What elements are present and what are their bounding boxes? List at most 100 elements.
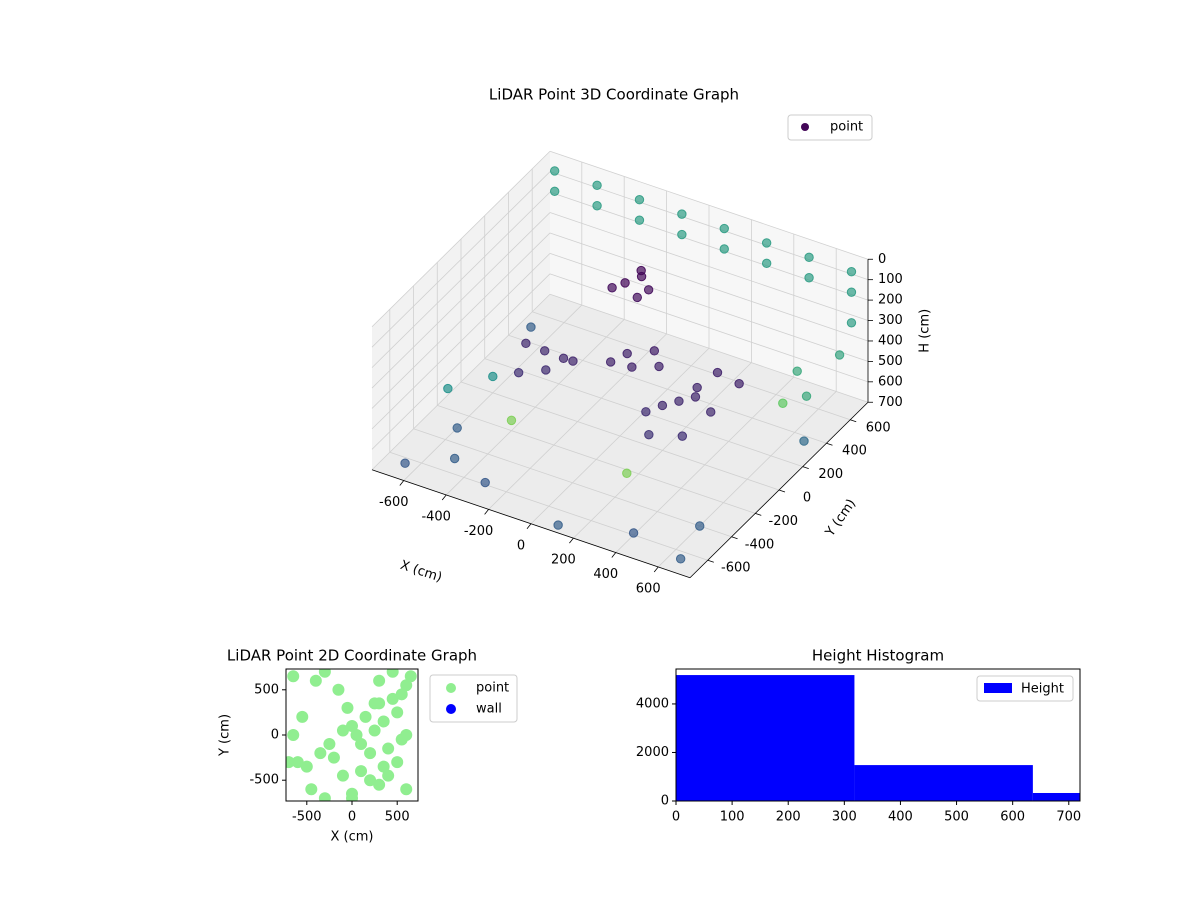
- grid-line: [508, 334, 827, 444]
- point: [632, 292, 642, 303]
- point: [834, 350, 845, 360]
- grid-line: [389, 451, 708, 561]
- point: [521, 338, 531, 349]
- point: [846, 267, 857, 277]
- point: [549, 186, 560, 197]
- grid-line: [371, 191, 551, 368]
- x-tick-label: -400: [421, 509, 451, 524]
- grid-line: [549, 293, 869, 403]
- legend-label: point: [830, 120, 863, 135]
- y-tick-label: 2000: [636, 745, 669, 760]
- point: [395, 688, 408, 701]
- x-tick-label: 0: [517, 538, 525, 553]
- point: [296, 710, 309, 723]
- point: [386, 669, 399, 678]
- point: [287, 670, 300, 683]
- point: [391, 706, 404, 719]
- x-tick-label: 0: [672, 810, 680, 825]
- grid-line: [549, 232, 869, 342]
- point: [641, 407, 651, 417]
- point: [309, 674, 322, 687]
- point: [400, 679, 413, 692]
- point: [443, 383, 453, 394]
- point: [404, 670, 417, 683]
- point: [382, 769, 395, 782]
- z-tick-label: 700: [878, 395, 903, 410]
- point: [355, 738, 368, 751]
- x-tick-label: 400: [888, 810, 913, 825]
- grid-line: [549, 253, 869, 362]
- grid-line: [371, 253, 551, 430]
- point: [620, 278, 630, 288]
- z-tick-label: 500: [878, 354, 903, 369]
- y-tick-label: 0: [271, 728, 279, 743]
- point: [804, 273, 814, 283]
- point: [761, 258, 772, 269]
- y-tick-label: 0: [661, 794, 669, 809]
- point: [719, 223, 729, 234]
- point: [649, 346, 660, 356]
- x-tick-label: 200: [776, 810, 801, 825]
- point: [695, 521, 705, 531]
- point: [592, 201, 602, 211]
- point: [336, 724, 349, 737]
- point: [719, 244, 729, 254]
- point: [677, 431, 688, 441]
- z-tick-label: 300: [878, 313, 903, 328]
- point: [350, 729, 363, 741]
- axes-3d: -600 -400 -200 0 200 400 600 -600 -400 -200 0 200 40…: [371, 150, 933, 596]
- legend-label: Height: [1021, 682, 1064, 697]
- point: [592, 180, 602, 191]
- x-tick-label: -200: [464, 524, 494, 539]
- chart-title: LiDAR Point 3D Coordinate Graph: [489, 86, 739, 104]
- grid-line: [549, 273, 869, 383]
- point: [318, 792, 331, 801]
- y-axis-label: Y (cm): [218, 714, 233, 757]
- grid-line: [371, 232, 551, 409]
- x-tick-label: -500: [292, 810, 322, 825]
- z-axis-label: H (cm): [918, 309, 933, 353]
- tick-mark: [850, 419, 857, 423]
- point: [761, 238, 772, 248]
- points: [286, 669, 417, 801]
- z-tick-label: 0: [878, 252, 886, 267]
- point: [355, 765, 368, 778]
- point: [400, 729, 413, 741]
- point: [605, 357, 616, 367]
- point: [690, 392, 701, 402]
- point: [327, 751, 340, 764]
- grid-line: [549, 171, 869, 281]
- tick-mark: [755, 513, 762, 516]
- grid-line: [413, 428, 732, 538]
- x-tick-label: 100: [720, 810, 745, 825]
- point: [341, 701, 354, 714]
- z-tick-label: 200: [878, 293, 903, 308]
- z-tick-label: 600: [878, 374, 903, 389]
- x-tick-label: 500: [944, 810, 969, 825]
- x-tick-label: 600: [636, 581, 661, 596]
- point: [305, 783, 318, 796]
- x-tick-label: 300: [832, 810, 857, 825]
- grid-line: [371, 171, 551, 348]
- point: [558, 353, 569, 364]
- chart-title: Height Histogram: [812, 647, 944, 665]
- grid-line: [371, 150, 551, 328]
- grid-line: [549, 150, 869, 260]
- point: [400, 783, 413, 796]
- legend-marker: [801, 123, 809, 131]
- legend-label: wall: [476, 702, 502, 717]
- point: [607, 283, 617, 293]
- point: [480, 477, 490, 488]
- point: [792, 366, 802, 376]
- legend-marker: [446, 683, 456, 693]
- point: [452, 423, 462, 433]
- tick-mark: [653, 566, 659, 573]
- point: [644, 429, 654, 440]
- x-tick-label: -600: [379, 495, 409, 510]
- x-tick-label: 500: [385, 810, 410, 825]
- tick-mark: [611, 552, 617, 558]
- tick-mark: [707, 559, 714, 563]
- point: [622, 468, 632, 478]
- point: [627, 362, 637, 372]
- tick-mark: [731, 536, 738, 540]
